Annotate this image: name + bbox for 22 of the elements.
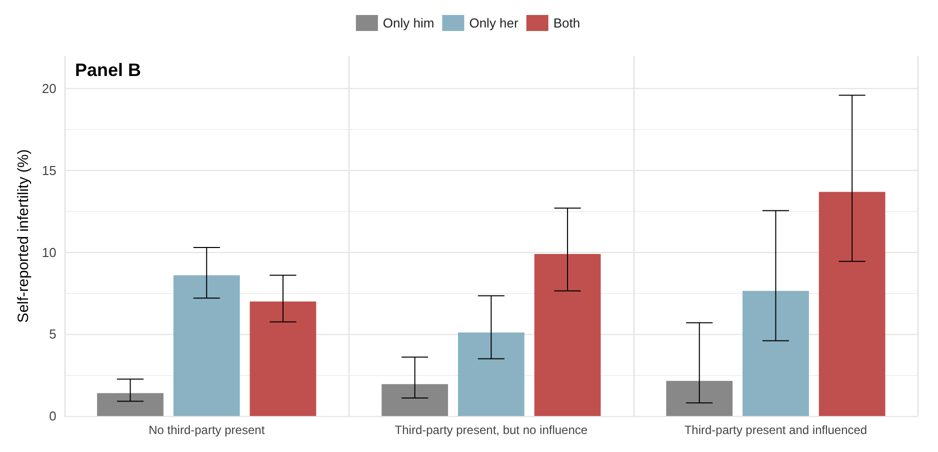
x-tick-label: Third-party present and influenced <box>684 423 868 437</box>
x-tick-label: No third-party present <box>148 423 266 437</box>
y-tick-label: 15 <box>42 163 56 178</box>
legend-label: Both <box>553 16 580 30</box>
bar <box>173 275 240 416</box>
bar <box>666 380 733 416</box>
bar <box>742 290 809 416</box>
bar <box>458 332 524 416</box>
y-tick-label: 5 <box>49 326 56 342</box>
y-axis-title: Self-reported infertility (%) <box>15 149 32 323</box>
bar <box>97 393 164 416</box>
chart-title: Panel B <box>75 60 142 80</box>
y-tick-label: 20 <box>42 81 56 96</box>
bar <box>382 384 448 416</box>
y-tick-label: 10 <box>42 244 56 260</box>
legend-label: Only her <box>469 16 520 30</box>
bar <box>818 192 886 416</box>
y-tick-label: 0 <box>49 408 56 424</box>
bar <box>534 254 601 416</box>
x-tick-label: Third-party present, but no influence <box>394 423 588 437</box>
bar <box>250 301 316 416</box>
legend-label: Only him <box>382 16 434 30</box>
